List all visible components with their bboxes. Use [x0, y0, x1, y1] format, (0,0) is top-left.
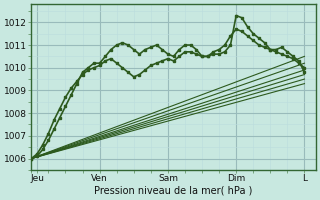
X-axis label: Pression niveau de la mer( hPa ): Pression niveau de la mer( hPa )	[94, 186, 253, 196]
